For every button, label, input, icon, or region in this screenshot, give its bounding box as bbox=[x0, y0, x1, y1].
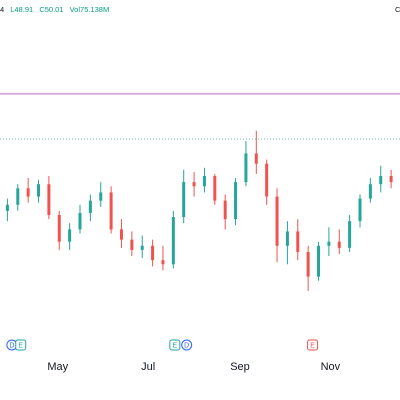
candle-body bbox=[389, 176, 393, 183]
candle-body bbox=[327, 241, 331, 246]
candle-body bbox=[68, 229, 72, 242]
candle-body bbox=[348, 221, 352, 248]
candle-body bbox=[192, 182, 196, 187]
candle-body bbox=[16, 188, 20, 205]
ohlc-close: C50.01 bbox=[39, 5, 64, 14]
candle-body bbox=[223, 200, 227, 220]
candle-body bbox=[358, 198, 362, 222]
candle-body bbox=[182, 182, 186, 218]
event-marker-icon[interactable]: E bbox=[307, 339, 319, 351]
candle-body bbox=[234, 182, 238, 220]
candle-body bbox=[306, 251, 310, 277]
candle-body bbox=[78, 212, 82, 230]
candle-body bbox=[130, 239, 134, 250]
candle-body bbox=[337, 241, 341, 248]
candle-body bbox=[275, 196, 279, 246]
candle-body bbox=[171, 217, 175, 265]
candle-body bbox=[265, 163, 269, 197]
ohlc-legend: 4 L48.91 C50.01 Vol75.138M bbox=[0, 5, 113, 19]
event-marker-letter: E bbox=[172, 343, 177, 350]
x-tick-label: Jul bbox=[141, 361, 155, 373]
candle-body bbox=[151, 245, 155, 261]
candle-body bbox=[26, 188, 30, 197]
event-marker-icon[interactable]: D bbox=[181, 339, 193, 351]
candle-body bbox=[88, 200, 92, 213]
x-tick-label: Nov bbox=[321, 361, 341, 373]
event-marker-icon[interactable]: E bbox=[15, 339, 27, 351]
ohlc-open-fragment: 4 bbox=[0, 5, 5, 14]
event-marker-letter: D bbox=[184, 343, 189, 350]
candle-body bbox=[109, 192, 113, 230]
x-tick-label: May bbox=[47, 361, 68, 373]
candle-body bbox=[37, 184, 41, 197]
candle-body bbox=[202, 176, 206, 187]
candle-body bbox=[140, 245, 144, 250]
event-marker-letter: E bbox=[310, 343, 315, 350]
candle-body bbox=[379, 176, 383, 185]
candle-body bbox=[161, 260, 165, 265]
candle-body bbox=[296, 231, 300, 252]
candle-body bbox=[317, 245, 321, 277]
ohlc-symbol-fragment: C • 3 bbox=[395, 5, 400, 14]
ohlc-low: L48.91 bbox=[10, 5, 34, 14]
candle-body bbox=[254, 153, 258, 164]
candle-body bbox=[99, 192, 103, 201]
event-marker-letter: D bbox=[9, 343, 14, 350]
candle-body bbox=[213, 176, 217, 201]
candle-body bbox=[57, 215, 61, 242]
candle-body bbox=[119, 229, 123, 240]
candle-body bbox=[47, 184, 51, 216]
candle-body bbox=[244, 153, 248, 183]
event-marker-letter: E bbox=[18, 343, 23, 350]
candle-body bbox=[5, 204, 9, 211]
event-marker-icon[interactable]: E bbox=[169, 339, 181, 351]
x-tick-label: Sep bbox=[230, 361, 250, 373]
candle-body bbox=[285, 231, 289, 246]
ohlc-volume: Vol75.138M bbox=[69, 5, 110, 14]
candle-body bbox=[368, 184, 372, 199]
